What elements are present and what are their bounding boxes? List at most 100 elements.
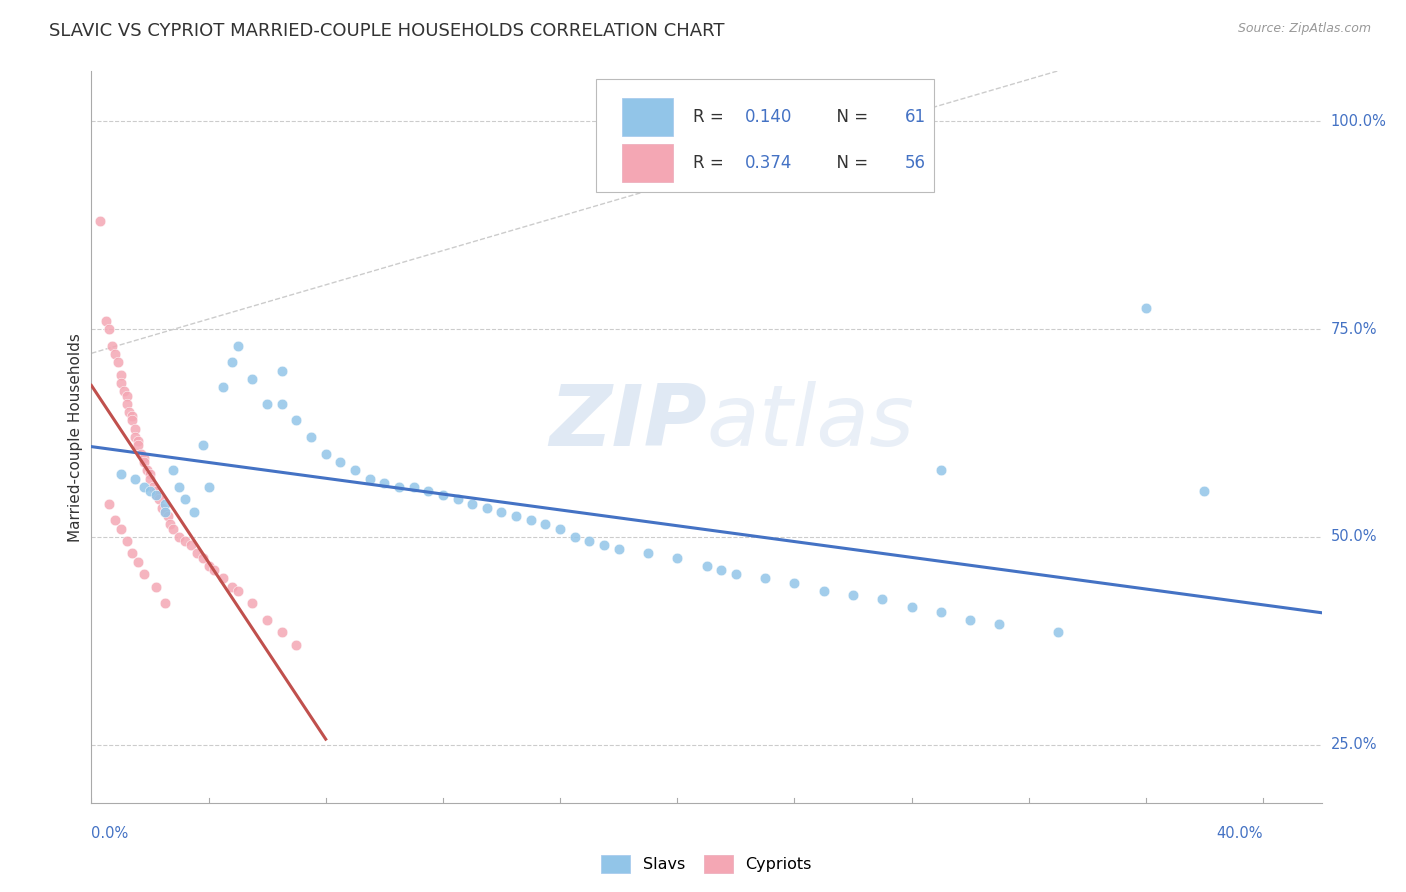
Point xyxy=(191,438,214,452)
Point xyxy=(329,455,352,469)
Point xyxy=(124,472,146,486)
Point xyxy=(666,550,689,565)
Point xyxy=(221,580,243,594)
Point xyxy=(129,447,152,461)
Point xyxy=(929,463,952,477)
Point xyxy=(121,409,143,424)
Text: 56: 56 xyxy=(904,153,925,172)
Point xyxy=(637,546,659,560)
Point xyxy=(315,447,337,461)
Point xyxy=(127,555,149,569)
Text: 61: 61 xyxy=(904,109,925,127)
Point xyxy=(145,488,167,502)
Point xyxy=(343,463,366,477)
Point xyxy=(127,438,149,452)
Point xyxy=(285,413,308,427)
Point xyxy=(607,542,630,557)
Point xyxy=(256,613,278,627)
Point xyxy=(475,500,498,515)
Point xyxy=(212,380,235,394)
Point xyxy=(174,492,197,507)
Point xyxy=(139,467,162,482)
Point xyxy=(813,583,835,598)
Point xyxy=(900,600,922,615)
Point xyxy=(162,521,184,535)
Point xyxy=(929,605,952,619)
Point xyxy=(754,571,776,585)
Point xyxy=(110,376,132,390)
Point xyxy=(461,497,484,511)
Point xyxy=(270,363,292,377)
Point xyxy=(115,388,138,402)
Text: 100.0%: 100.0% xyxy=(1330,114,1386,128)
Point xyxy=(153,505,176,519)
Text: 75.0%: 75.0% xyxy=(1330,321,1376,336)
Point xyxy=(197,480,219,494)
Point xyxy=(783,575,806,590)
Point xyxy=(710,563,733,577)
Point xyxy=(491,505,513,519)
Point xyxy=(115,397,138,411)
Point xyxy=(124,422,146,436)
Point xyxy=(142,480,165,494)
FancyBboxPatch shape xyxy=(621,144,673,182)
Point xyxy=(197,558,219,573)
Text: ZIP: ZIP xyxy=(548,381,706,464)
Point xyxy=(112,384,135,399)
Point xyxy=(285,638,308,652)
Text: 0.0%: 0.0% xyxy=(91,826,128,841)
Point xyxy=(139,484,162,499)
Point xyxy=(153,596,176,610)
Point xyxy=(169,480,191,494)
Text: atlas: atlas xyxy=(706,381,914,464)
Point xyxy=(156,509,179,524)
Point xyxy=(870,592,894,607)
Point xyxy=(124,430,146,444)
Point xyxy=(98,497,120,511)
Point xyxy=(1135,301,1157,316)
Point xyxy=(132,480,155,494)
Point xyxy=(153,505,176,519)
Point xyxy=(145,488,167,502)
Text: N =: N = xyxy=(825,153,873,172)
Point xyxy=(270,625,292,640)
Point xyxy=(564,530,586,544)
Point xyxy=(94,314,117,328)
Point xyxy=(121,413,143,427)
Point xyxy=(418,484,440,499)
Point xyxy=(110,467,132,482)
Point xyxy=(202,563,225,577)
FancyBboxPatch shape xyxy=(621,98,673,136)
Point xyxy=(519,513,541,527)
Point xyxy=(959,613,981,627)
Point xyxy=(136,463,159,477)
Point xyxy=(118,405,141,419)
Point xyxy=(505,509,527,524)
Point xyxy=(373,475,395,490)
Point xyxy=(548,521,571,535)
Point xyxy=(153,497,176,511)
Legend: Slavs, Cypriots: Slavs, Cypriots xyxy=(595,849,818,879)
Text: 40.0%: 40.0% xyxy=(1216,826,1263,841)
Point xyxy=(593,538,616,552)
Point xyxy=(183,505,205,519)
Text: 25.0%: 25.0% xyxy=(1330,737,1376,752)
Text: 0.140: 0.140 xyxy=(745,109,792,127)
Point xyxy=(180,538,202,552)
Text: R =: R = xyxy=(693,109,728,127)
Text: Source: ZipAtlas.com: Source: ZipAtlas.com xyxy=(1237,22,1371,36)
Point xyxy=(299,430,322,444)
Point xyxy=(145,580,167,594)
Point xyxy=(132,455,155,469)
Point xyxy=(1046,625,1069,640)
Point xyxy=(110,368,132,382)
Point xyxy=(115,533,138,548)
Point xyxy=(162,463,184,477)
Point xyxy=(212,571,235,585)
Point xyxy=(150,500,173,515)
Point xyxy=(174,533,197,548)
Point xyxy=(359,472,381,486)
FancyBboxPatch shape xyxy=(596,78,934,192)
Text: 50.0%: 50.0% xyxy=(1330,529,1376,544)
Point xyxy=(145,484,167,499)
